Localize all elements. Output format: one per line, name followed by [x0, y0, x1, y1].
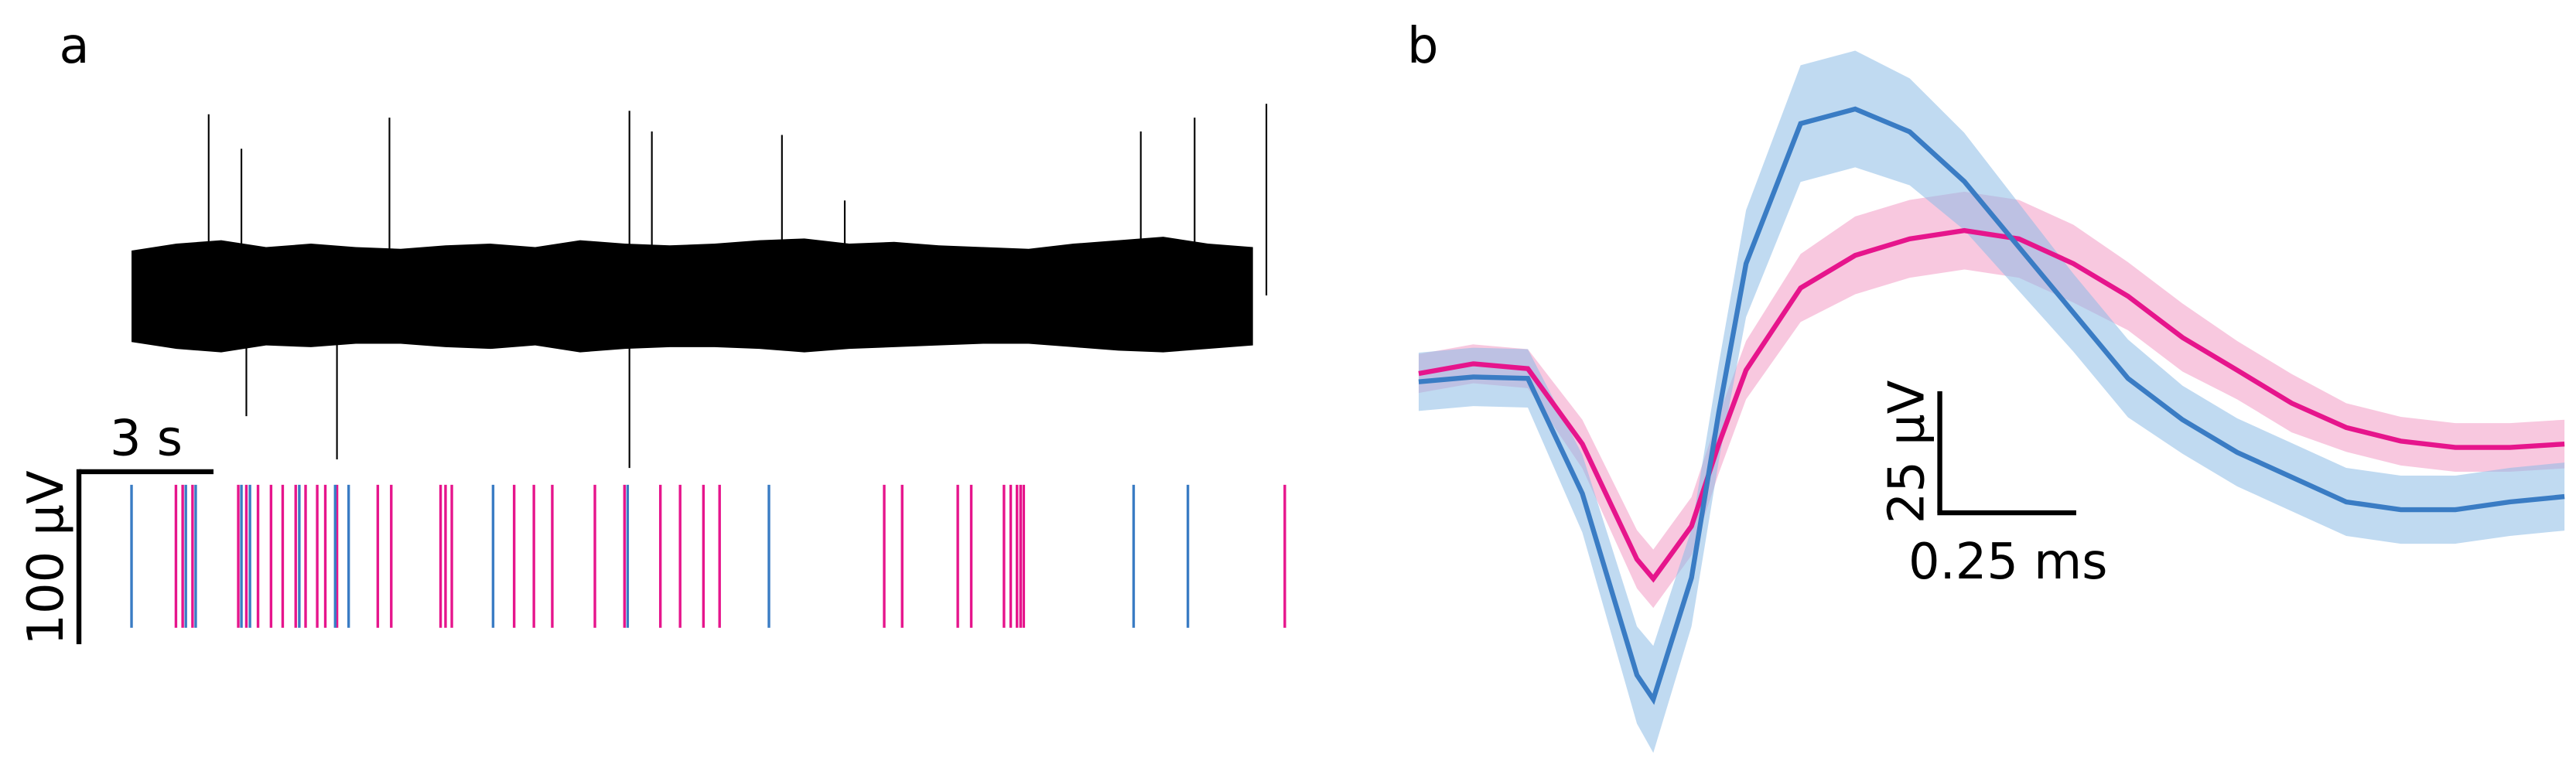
panel-label: b: [1407, 18, 1438, 75]
scalebar-y-label: 25 µV: [1878, 380, 1935, 524]
scalebar-x-label: 3 s: [110, 411, 183, 468]
mean-waveform: [1418, 106, 2565, 705]
scalebar-x-label: 0.25 ms: [1908, 534, 2108, 591]
trace-envelope: [132, 237, 1253, 353]
scalebar-y-label: 100 µV: [18, 470, 75, 646]
mean-waveform: [1418, 227, 2565, 583]
panel-label: a: [60, 18, 90, 75]
sd-band: [1418, 50, 2565, 753]
